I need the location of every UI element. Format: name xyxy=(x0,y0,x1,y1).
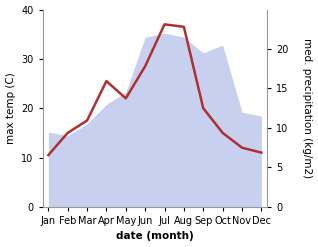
Y-axis label: med. precipitation (kg/m2): med. precipitation (kg/m2) xyxy=(302,38,313,178)
X-axis label: date (month): date (month) xyxy=(116,231,194,242)
Y-axis label: max temp (C): max temp (C) xyxy=(5,72,16,144)
